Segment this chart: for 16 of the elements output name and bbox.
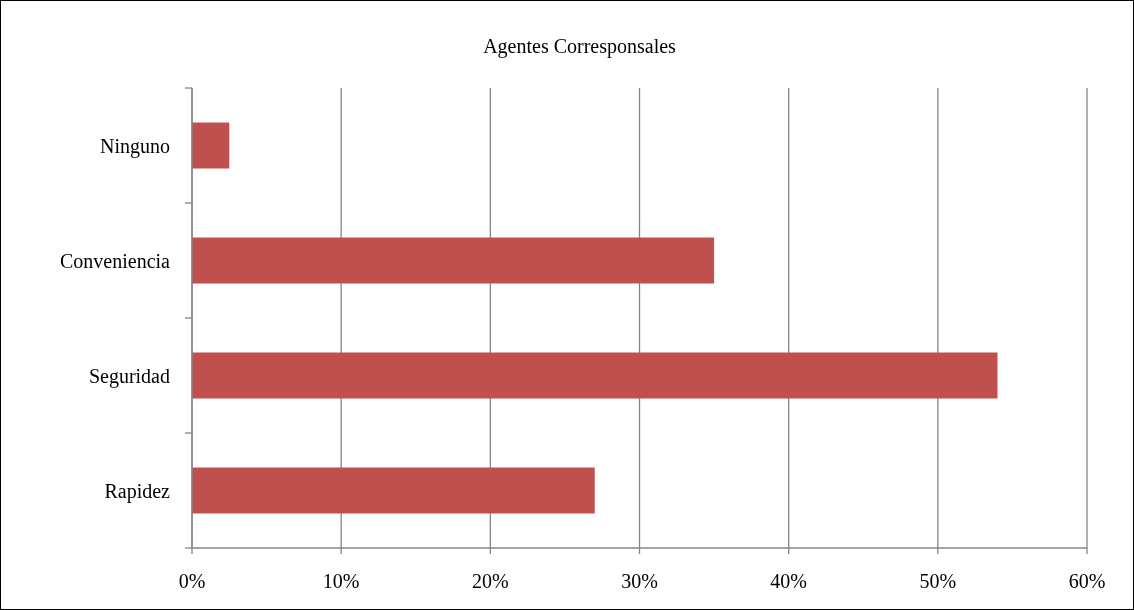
y-tick-label: Seguridad [88, 364, 170, 388]
x-tick-label: 30% [621, 570, 658, 592]
y-tick-label: Ninguno [100, 134, 170, 158]
bar [192, 352, 998, 399]
x-tick-label: 60% [1068, 570, 1106, 592]
y-tick-label: Rapidez [104, 479, 171, 503]
bar [192, 467, 595, 514]
x-tick-label: 10% [322, 570, 360, 592]
x-tick-label: 50% [919, 570, 957, 592]
x-tick-label: 0% [178, 570, 206, 592]
chart-title: Agentes Corresponsales [483, 35, 677, 58]
x-tick-label: 20% [472, 570, 509, 592]
bar [192, 122, 230, 169]
y-tick-label: Conveniencia [60, 249, 171, 272]
x-tick-label: 40% [770, 570, 807, 592]
bar [192, 237, 715, 284]
